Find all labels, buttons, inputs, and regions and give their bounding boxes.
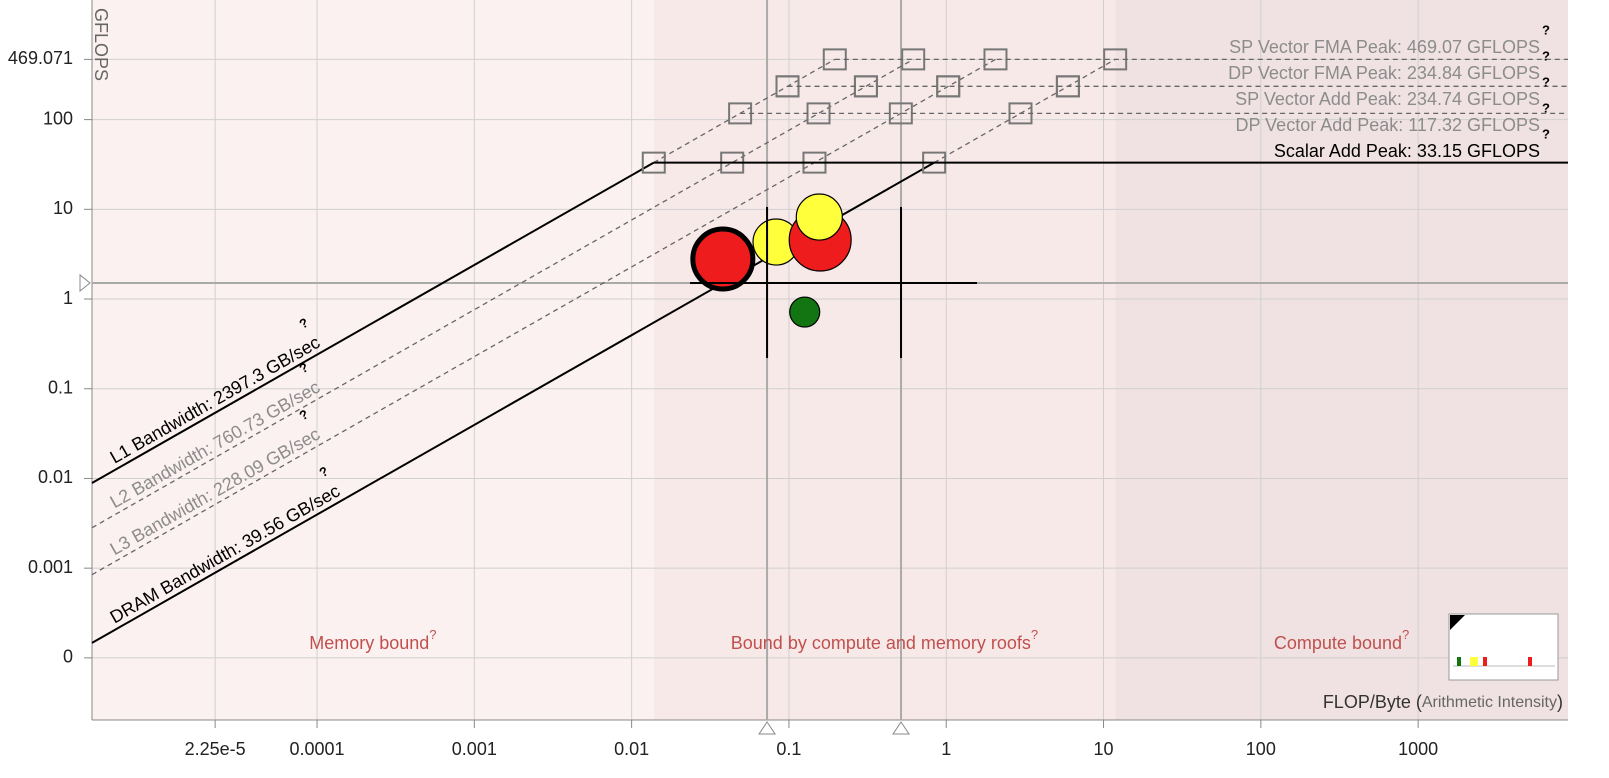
roofs bbox=[91, 48, 1568, 644]
x-marker-handle[interactable] bbox=[892, 721, 910, 735]
thumbnail-frame[interactable] bbox=[1448, 613, 1559, 681]
y-tick-label: 1 bbox=[63, 288, 73, 308]
x-tick-label: 1000 bbox=[1398, 739, 1438, 759]
x-axis-label: FLOP/Byte (Arithmetic Intensity) bbox=[1323, 692, 1563, 712]
grid bbox=[84, 0, 1568, 728]
compute-roof-label: DP Vector Add Peak: 117.32 GFLOPS bbox=[1235, 115, 1540, 135]
compute-roof-label: Scalar Add Peak: 33.15 GFLOPS bbox=[1274, 141, 1540, 161]
thumbnail-bar bbox=[1470, 657, 1478, 666]
thumbnail[interactable] bbox=[1448, 613, 1559, 681]
x-label-note: Arithmetic Intensity bbox=[1422, 694, 1557, 711]
y-tick-label: 0.01 bbox=[38, 467, 73, 487]
compute-roof-label: DP Vector FMA Peak: 234.84 GFLOPS bbox=[1228, 63, 1540, 83]
y-marker-handle[interactable] bbox=[79, 273, 91, 293]
y-tick-label: 100 bbox=[43, 108, 73, 128]
x-tick-label: 0.001 bbox=[452, 739, 497, 759]
help-icon[interactable]: ? bbox=[1542, 48, 1550, 63]
x-label-end: ) bbox=[1557, 692, 1563, 712]
help-icon[interactable]: ? bbox=[1031, 627, 1038, 642]
thumbnail-corner bbox=[1450, 615, 1465, 630]
thumbnail-bar bbox=[1528, 657, 1532, 666]
x-label-main: FLOP/Byte ( bbox=[1323, 692, 1422, 712]
bandwidth-roof bbox=[91, 58, 996, 576]
x-tick-label: 0.01 bbox=[614, 739, 649, 759]
loop-point[interactable] bbox=[789, 296, 821, 328]
y-tick-label: 0.1 bbox=[48, 377, 73, 397]
bandwidth-roof-ext bbox=[653, 58, 836, 164]
help-icon[interactable]: ? bbox=[1402, 627, 1409, 642]
region bbox=[653, 0, 1116, 720]
x-tick-label: 1 bbox=[941, 739, 951, 759]
bandwidth-roof-ext bbox=[933, 58, 1116, 164]
loop-point[interactable] bbox=[795, 193, 843, 241]
help-icon[interactable]: ? bbox=[429, 627, 436, 642]
x-tick-label: 2.25e-5 bbox=[185, 739, 246, 759]
points bbox=[690, 193, 852, 328]
y-tick-label: 10 bbox=[53, 198, 73, 218]
region-label-text: Compute bound bbox=[1274, 633, 1402, 653]
thumbnail-bar bbox=[1483, 657, 1487, 666]
thumbnail-bar bbox=[1457, 657, 1461, 666]
region bbox=[92, 0, 654, 720]
region-label: Bound by compute and memory roofs? bbox=[731, 627, 1038, 652]
help-icon[interactable]: ? bbox=[1542, 22, 1550, 37]
x-tick-label: 10 bbox=[1094, 739, 1114, 759]
help-icon[interactable]: ? bbox=[1542, 126, 1550, 141]
bandwidth-roof bbox=[91, 161, 655, 484]
region-label: Compute bound? bbox=[1274, 627, 1409, 652]
y-tick-label: 0 bbox=[63, 647, 73, 667]
compute-roof-label: SP Vector FMA Peak: 469.07 GFLOPS bbox=[1229, 37, 1540, 57]
loop-point[interactable] bbox=[690, 226, 756, 292]
compute-roof-label: SP Vector Add Peak: 234.74 GFLOPS bbox=[1235, 89, 1540, 109]
x-tick-label: 0.1 bbox=[776, 739, 801, 759]
region-label-text: Bound by compute and memory roofs bbox=[731, 633, 1031, 653]
y-tick-label: 469.071 bbox=[8, 48, 73, 68]
region-label: Memory bound? bbox=[309, 627, 436, 652]
bandwidth-roof bbox=[91, 58, 914, 529]
help-icon[interactable]: ? bbox=[1542, 100, 1550, 115]
x-tick-label: 0.0001 bbox=[290, 739, 345, 759]
x-tick-label: 100 bbox=[1246, 739, 1276, 759]
x-marker-handle[interactable] bbox=[758, 721, 776, 735]
help-icon[interactable]: ? bbox=[1542, 74, 1550, 89]
region-label-text: Memory bound bbox=[309, 633, 429, 653]
y-tick-label: 0.001 bbox=[28, 557, 73, 577]
y-axis-label: GFLOPS bbox=[91, 8, 111, 81]
